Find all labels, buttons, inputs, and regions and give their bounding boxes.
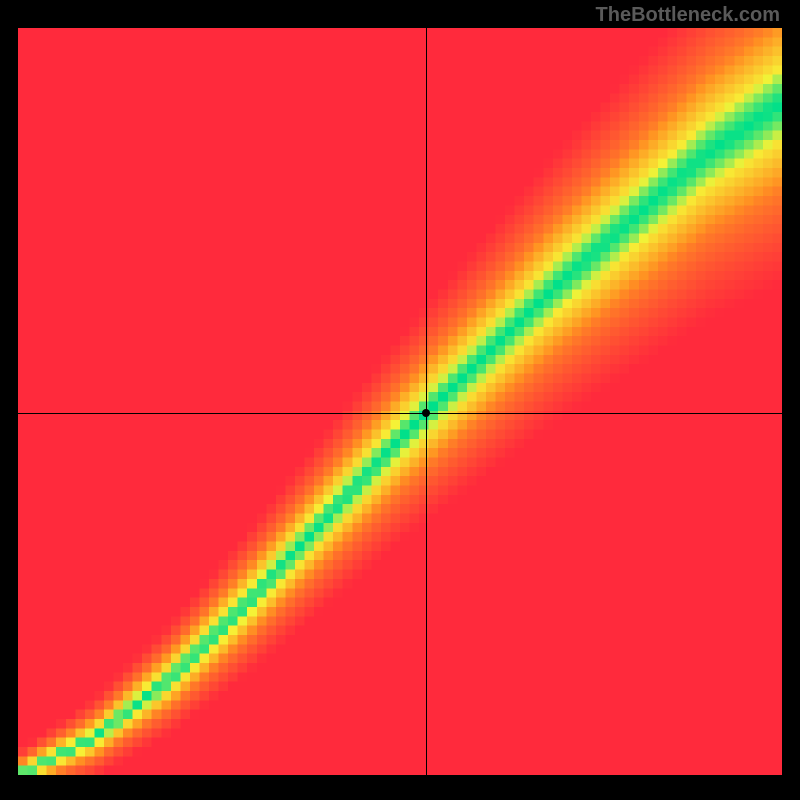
bottleneck-heatmap: [18, 28, 782, 775]
crosshair-vertical: [426, 28, 427, 775]
watermark-text: TheBottleneck.com: [596, 4, 780, 27]
heatmap-canvas: [18, 28, 782, 775]
crosshair-horizontal: [18, 413, 782, 414]
crosshair-marker: [422, 409, 430, 417]
